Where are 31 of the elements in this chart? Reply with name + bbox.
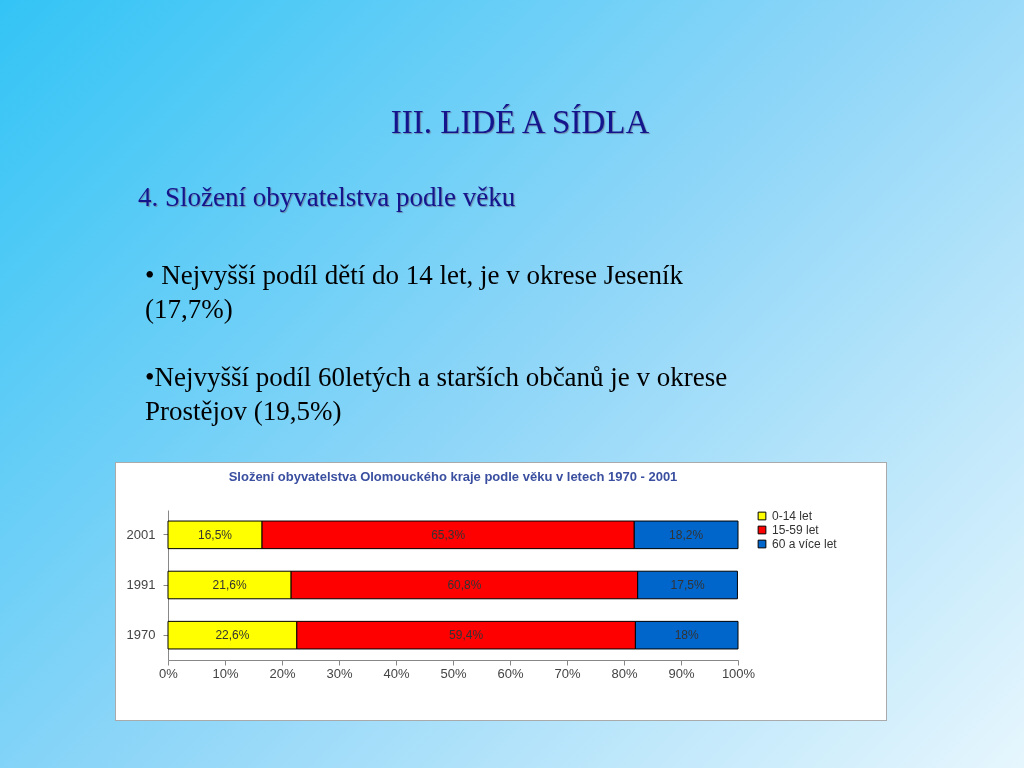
data-label: 65,3%: [431, 527, 466, 542]
x-tick-label: 40%: [383, 665, 410, 681]
text: •Nejvyšší podíl 60letých a starších občanů je v okrese Prostějov (19,5%): [145, 361, 729, 428]
x-tick-label: 60%: [497, 665, 524, 681]
y-tick-label: 1991: [126, 577, 156, 592]
data-label: 22,6%: [215, 628, 250, 643]
x-tick-label: 20%: [269, 665, 296, 681]
y-tick-label: 2001: [126, 526, 156, 542]
x-tick-label: 0%: [159, 665, 179, 681]
data-label: 59,4%: [449, 628, 484, 643]
x-tick-label: 30%: [326, 665, 353, 681]
data-label: 21,6%: [212, 578, 247, 592]
text: III. LIDÉ A SÍDLA: [389, 104, 651, 141]
x-tick-label: 90%: [668, 665, 695, 681]
legend-label: 15-59 let: [772, 523, 820, 537]
x-tick-label: 10%: [212, 665, 239, 681]
text: 4. Složení obyvatelstva podle věku: [138, 182, 516, 213]
data-label: 60,8%: [447, 578, 482, 592]
data-label: 17,5%: [670, 578, 705, 592]
legend-label: 0-14 let: [772, 509, 813, 523]
data-label: 18%: [674, 628, 700, 643]
chart-title: Složení obyvatelstva Olomouckého kraje podle věku v letech 1970 - 2001: [228, 469, 678, 484]
x-tick-label: 80%: [611, 665, 638, 681]
text: • Nejvyšší podíl dětí do 14 let, je v okrese Jeseník (17,7%): [145, 259, 685, 326]
x-tick-label: 50%: [440, 665, 467, 681]
data-label: 16,5%: [198, 527, 233, 542]
x-tick-label: 100%: [721, 665, 756, 681]
x-tick-label: 70%: [554, 665, 581, 681]
y-tick-label: 1970: [126, 627, 156, 643]
data-label: 18,2%: [669, 527, 704, 542]
legend-label: 60 a více let: [772, 537, 838, 551]
